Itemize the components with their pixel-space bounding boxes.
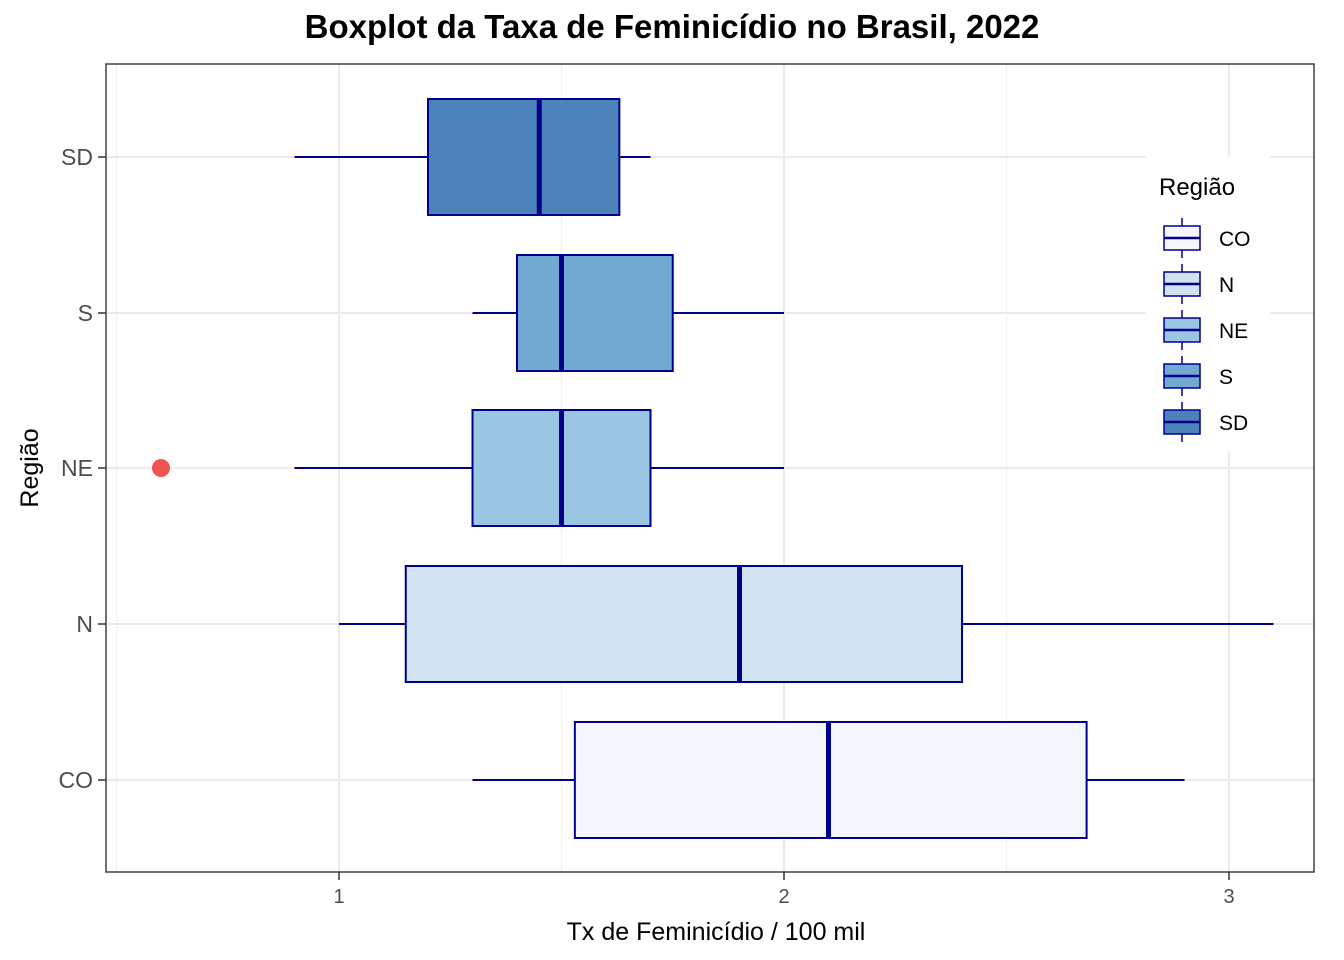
legend-item-s: S	[1163, 356, 1233, 396]
y-tick-label: S	[78, 300, 93, 326]
legend-title: Região	[1159, 174, 1235, 201]
box-n	[339, 565, 1274, 683]
x-tick-label: 2	[778, 886, 789, 908]
box-body	[404, 565, 963, 683]
legend-label: S	[1219, 366, 1233, 389]
box-s	[472, 254, 784, 372]
legend-background	[1146, 156, 1270, 452]
legend-label: NE	[1219, 320, 1248, 343]
y-axis: CO N NE S SD	[59, 144, 106, 793]
legend-label: N	[1219, 274, 1234, 297]
chart-title: Boxplot da Taxa de Feminicídio no Brasil…	[304, 8, 1040, 45]
legend-label: CO	[1219, 228, 1251, 251]
boxes	[152, 98, 1274, 839]
x-tick-label: 1	[333, 886, 344, 908]
x-axis-label: Tx de Feminicídio / 100 mil	[567, 918, 866, 946]
box-sd	[294, 98, 651, 216]
y-tick-label: CO	[59, 767, 94, 793]
legend-item-n: N	[1163, 264, 1234, 304]
box-co	[472, 721, 1185, 839]
legend-label: SD	[1219, 412, 1248, 435]
y-tick-label: SD	[61, 144, 93, 170]
legend-item-sd: SD	[1163, 402, 1248, 442]
legend-item-co: CO	[1163, 218, 1251, 258]
legend-item-ne: NE	[1163, 310, 1248, 350]
outlier-point	[152, 459, 170, 477]
y-tick-label: N	[76, 611, 93, 637]
box-body	[516, 254, 674, 372]
legend: Região CO N NE S SD	[1146, 156, 1270, 452]
y-tick-label: NE	[61, 455, 93, 481]
y-axis-label: Região	[16, 428, 44, 507]
box-body	[427, 98, 621, 216]
box-ne	[152, 409, 784, 527]
x-tick-label: 3	[1223, 886, 1234, 908]
x-axis: 1 2 3	[333, 872, 1235, 908]
